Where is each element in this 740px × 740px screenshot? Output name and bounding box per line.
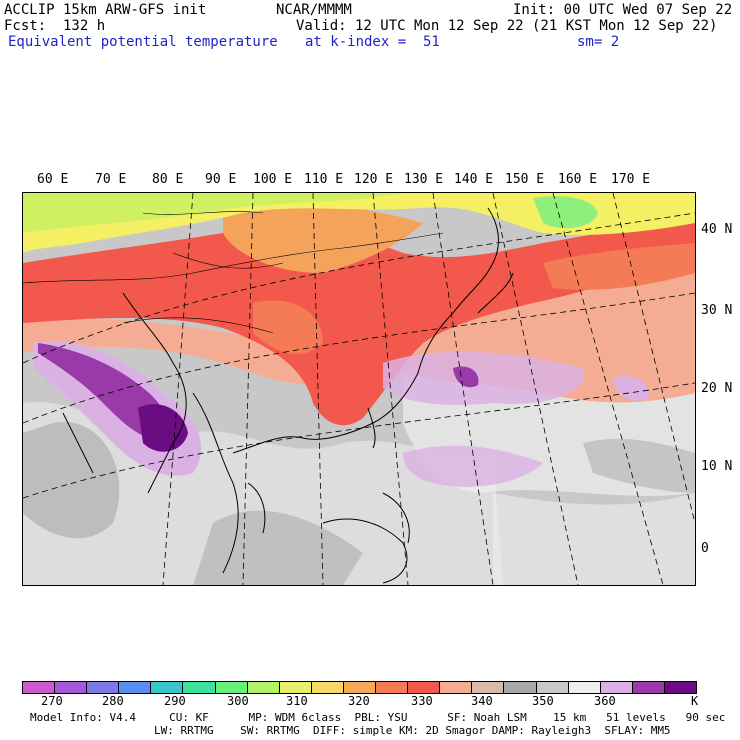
lon-label: 150 E [505,172,545,187]
lon-label: 140 E [454,172,494,187]
yellow-green-region [23,193,403,233]
lon-label: 90 E [205,172,237,187]
colorbar-swatch [407,682,440,693]
colorbar-swatch [342,682,376,693]
colorbar-swatch [439,682,472,693]
red-orange-region [253,300,323,354]
colorbar-tick-label: 280 [102,694,124,708]
colorbar-swatch [503,682,536,693]
colorbar-swatch [278,682,311,693]
colorbar-swatch [182,682,215,693]
dark-gray-region [193,510,363,585]
lat-label: 10 N [701,459,733,474]
colorbar-swatch [310,682,343,693]
lavender-region [613,375,649,401]
lon-label: 120 E [354,172,394,187]
colorbar-tick-label: 350 [532,694,554,708]
light-gray-region [493,493,695,585]
lavender-region [383,351,585,405]
colorbar-tick-label: 340 [471,694,493,708]
borders [23,211,444,334]
green-region [533,196,598,229]
colorbar-tick-label: 300 [227,694,249,708]
level-label: at k-index = 51 [305,34,440,50]
init-time: Init: 00 UTC Wed 07 Sep 22 [513,2,733,18]
purple-region [453,366,479,388]
org-label: NCAR/MMMM [276,2,352,18]
lat-label: 40 N [701,222,733,237]
red-region [23,218,695,426]
colorbar-tick-label: 360 [594,694,616,708]
colorbar-swatch [23,682,55,693]
colorbar-tick-label: 330 [411,694,433,708]
colorbar-swatch [471,682,504,693]
colorbar-swatch [118,682,151,693]
colorbar-swatch [375,682,408,693]
field-name: Equivalent potential temperature [8,34,278,50]
colorbar-tick-label: 290 [164,694,186,708]
colorbar-tick-label: 270 [41,694,63,708]
colorbar-swatch [246,682,279,693]
lat-label: 30 N [701,303,733,318]
lat-label: 0 [701,541,709,556]
dark-gray-region [583,438,695,493]
lon-label: 170 E [611,172,651,187]
model-title: ACCLIP 15km ARW-GFS init [4,2,207,18]
colorbar-swatch [599,682,632,693]
lat-label: 20 N [701,381,733,396]
colorbar-swatch [214,682,247,693]
colorbar-unit: K [691,694,699,708]
colorbar-swatch [86,682,119,693]
red-orange-region [543,243,695,290]
lon-label: 130 E [404,172,444,187]
orange-region [223,201,423,273]
dark-gray-region [23,421,120,539]
lon-label: 80 E [152,172,184,187]
forecast-hour: Fcst: 132 h [4,18,106,34]
colorbar-swatch [631,682,664,693]
coastlines [62,207,514,584]
colorbar [22,681,697,694]
lon-label: 70 E [95,172,127,187]
colorbar-swatch [535,682,568,693]
colorbar-tick-label: 320 [348,694,370,708]
colorbar-swatch [567,682,600,693]
purple-region [38,343,167,439]
colorbar-swatch [54,682,87,693]
colorbar-swatch [663,682,696,693]
valid-time: Valid: 12 UTC Mon 12 Sep 22 (21 KST Mon … [296,18,718,34]
lon-label: 100 E [253,172,293,187]
smoothing-label: sm= 2 [577,34,620,50]
model-info-line1: Model Info: V4.4 CU: KF MP: WDM 6class P… [30,711,726,724]
lon-label: 110 E [304,172,344,187]
lon-label: 60 E [37,172,69,187]
graticule [23,193,695,585]
theta-e-map [22,192,696,586]
lon-label: 160 E [558,172,598,187]
model-info-line2: LW: RRTMG SW: RRTMG DIFF: simple KM: 2D … [154,724,671,737]
colorbar-tick-label: 310 [286,694,308,708]
colorbar-swatch [150,682,183,693]
lavender-region [403,445,543,487]
